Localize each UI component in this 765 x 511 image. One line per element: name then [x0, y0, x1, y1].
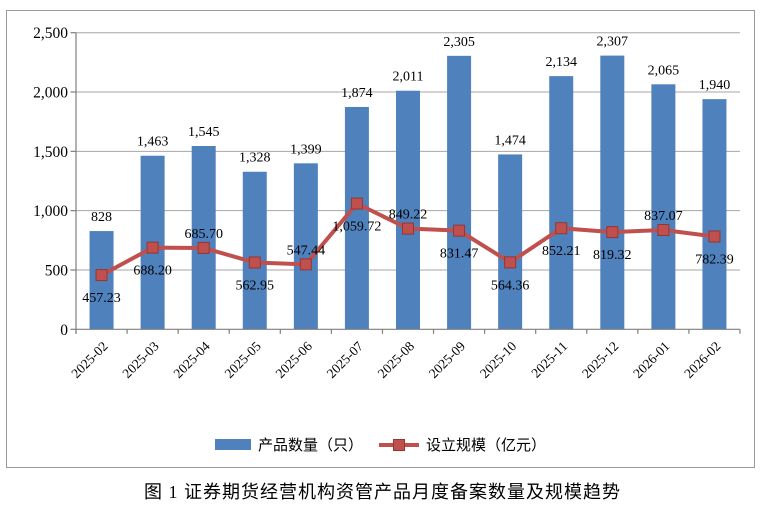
bar-value-label: 1,940	[699, 78, 731, 93]
line-series	[95, 197, 721, 282]
x-axis-labels: 2025-02 2025-03 2025-04 2025-05 2025-06 2025-…	[68, 338, 723, 381]
x-tick-label: 2025-02	[68, 339, 110, 381]
line-value-label: 819.32	[593, 248, 632, 263]
axes	[70, 32, 741, 334]
line-marker-2025-08	[402, 222, 414, 235]
line-marker-2025-04	[197, 241, 210, 254]
x-tick-label: 2025-08	[375, 338, 418, 381]
line-marker-2025-09	[453, 224, 466, 237]
legend-item-bar-series: 产品数量（只）	[214, 434, 363, 455]
line-value-label: 457.23	[82, 291, 121, 306]
legend-label-line-series: 设立规模（亿元）	[426, 438, 547, 454]
bar-value-label: 1,328	[239, 151, 271, 166]
bar-series	[89, 55, 727, 330]
line-marker-2025-05	[248, 256, 261, 269]
bar-2025-07	[344, 106, 369, 330]
line-marker-2026-01	[657, 223, 670, 236]
bar-2025-08	[396, 90, 420, 330]
bar-value-label: 2,011	[393, 70, 424, 85]
line-marker-2025-03	[146, 241, 159, 254]
bar-value-label: 2,134	[545, 55, 577, 70]
bar-2025-09	[447, 55, 472, 330]
bar-2025-11	[549, 76, 574, 330]
x-tick-label: 2025-04	[170, 338, 213, 381]
y-tick-label: 1,500	[33, 144, 68, 161]
bar-value-label: 1,399	[290, 142, 322, 157]
bar-value-label: 2,065	[648, 63, 680, 78]
bar-value-label: 2,307	[597, 35, 629, 50]
chart-frame: 0 500 1,000 1,500 2,000 2,500 2025-02 2025-03 20…	[6, 10, 755, 468]
bar-series-swatch-icon	[214, 439, 251, 450]
figure-caption: 图 1 证券期货经营机构资管产品月度备案数量及规模趋势	[144, 482, 621, 502]
legend: 产品数量（只） 设立规模（亿元）	[7, 434, 754, 455]
x-tick-label: 2025-05	[221, 338, 264, 381]
bar-2026-01	[651, 84, 676, 330]
legend-label-bar-series: 产品数量（只）	[257, 438, 363, 454]
y-tick-label: 1,000	[33, 203, 68, 220]
x-tick-label: 2025-10	[477, 338, 520, 381]
bar-value-label: 1,474	[494, 133, 526, 148]
bar-value-label: 828	[91, 210, 112, 225]
line-marker-2025-11	[555, 222, 568, 235]
x-tick-label: 2025-06	[273, 338, 316, 381]
bar-2025-04	[191, 146, 216, 330]
line-value-label: 685.70	[184, 227, 223, 242]
x-tick-label: 2025-03	[119, 338, 162, 381]
x-tick-label: 2026-01	[630, 339, 672, 381]
legend-item-line-series: 设立规模（亿元）	[379, 434, 546, 455]
bar-2025-06	[293, 163, 318, 330]
y-tick-label: 2,500	[33, 25, 68, 42]
line-value-label: 852.21	[542, 244, 581, 259]
line-value-label: 564.36	[491, 278, 530, 293]
y-tick-label: 500	[45, 262, 69, 279]
line-value-label: 1,059.72	[332, 220, 381, 235]
y-tick-label: 2,000	[33, 85, 68, 102]
line-value-label: 837.07	[644, 209, 683, 224]
line-marker-2026-02	[708, 230, 721, 243]
bar-value-label: 1,545	[188, 125, 220, 140]
line-marker-2025-02	[95, 269, 108, 282]
line-marker-2025-12	[606, 226, 619, 239]
bar-value-label: 2,305	[443, 35, 475, 50]
x-tick-label: 2025-12	[579, 339, 621, 381]
x-tick-label: 2025-09	[426, 338, 469, 381]
line-value-label: 782.39	[695, 252, 734, 267]
line-value-label: 547.44	[287, 243, 326, 258]
line-marker-2025-07	[350, 197, 363, 210]
y-axis-labels: 0 500 1,000 1,500 2,000 2,500	[33, 25, 68, 339]
bar-2025-10	[498, 154, 523, 330]
x-tick-label: 2025-11	[528, 339, 570, 381]
line-series-swatch-icon	[379, 438, 419, 451]
x-tick-label: 2025-07	[324, 338, 367, 381]
bar-2026-02	[702, 99, 727, 330]
line-value-label: 562.95	[236, 279, 275, 294]
bar-2025-12	[600, 55, 625, 330]
line-value-label: 849.22	[389, 208, 428, 223]
bar-2025-05	[242, 171, 267, 330]
x-tick-label: 2026-02	[681, 339, 723, 381]
y-tick-label: 0	[60, 322, 68, 339]
bar-value-label: 1,463	[137, 135, 169, 150]
line-marker-2025-06	[299, 258, 312, 271]
line-marker-2025-10	[504, 256, 517, 269]
line-value-label: 831.47	[440, 247, 479, 262]
line-value-labels: 457.23 688.20 685.70 562.95 547.44 1,059.72 84…	[82, 208, 733, 307]
line-value-label: 688.20	[133, 264, 172, 279]
bar-value-label: 1,874	[341, 86, 373, 101]
bar-value-labels: 828 1,463 1,545 1,328 1,399 1,874 2,011 2,305 1,…	[91, 35, 730, 225]
